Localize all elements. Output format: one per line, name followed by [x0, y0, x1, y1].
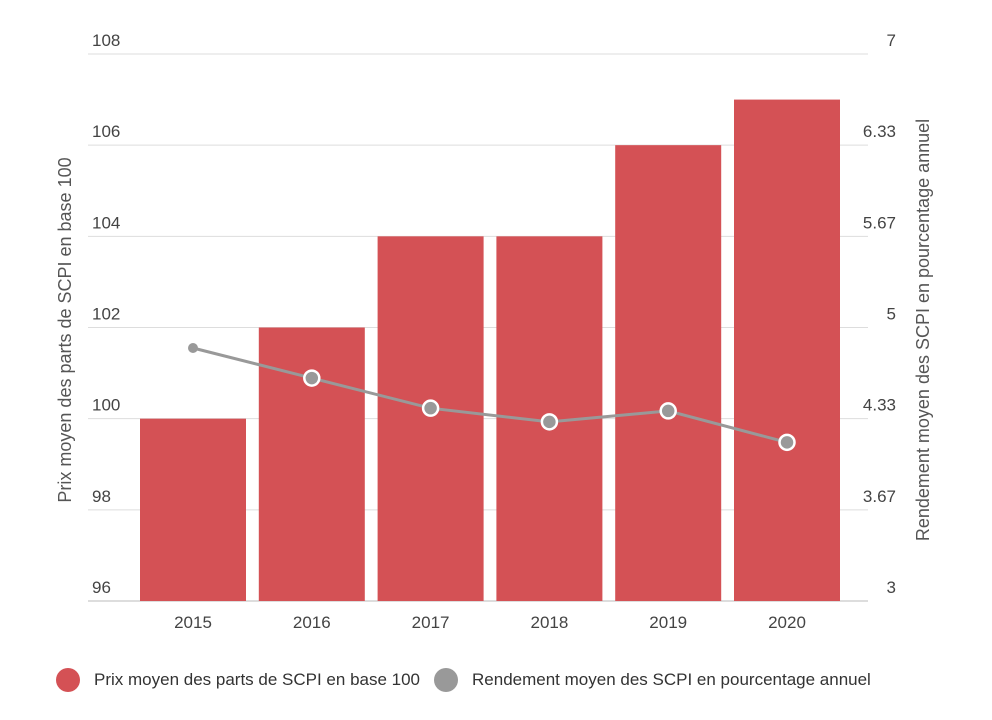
axis-titles: Prix moyen des parts de SCPI en base 100…: [55, 119, 933, 541]
legend-label-price: Prix moyen des parts de SCPI en base 100: [94, 670, 421, 689]
line-point: [540, 413, 559, 431]
y-right-tick-label: 4.33: [863, 396, 896, 415]
legend-item-yield[interactable]: Rendement moyen des SCPI en pourcentage …: [434, 668, 871, 692]
y-left-tick-label: 96: [92, 578, 111, 597]
chart-plot: 96 3 98 3.67 100 4.33 102 5 104 5.67 106 6.33 108 7 20…: [55, 31, 933, 632]
y-left-tick-label: 106: [92, 122, 120, 141]
y-right-tick-label: 3: [887, 578, 896, 597]
y-axis-right-title: Rendement moyen des SCPI en pourcentage …: [913, 119, 933, 541]
line-point: [421, 399, 440, 417]
x-tick-label: 2017: [412, 613, 450, 632]
bar: [377, 236, 484, 602]
y-left-tick-label: 104: [92, 213, 120, 232]
legend-label-yield: Rendement moyen des SCPI en pourcentage …: [472, 670, 871, 689]
y-right-tick-label: 5.67: [863, 213, 896, 232]
bar-series: [140, 99, 840, 602]
legend: Prix moyen des parts de SCPI en base 100…: [56, 668, 885, 692]
x-tick-label: 2019: [649, 613, 687, 632]
legend-swatch-price: [56, 668, 80, 692]
legend-item-price[interactable]: Prix moyen des parts de SCPI en base 100: [56, 668, 420, 692]
x-tick-label: 2016: [293, 613, 331, 632]
bar: [734, 99, 840, 601]
series-line: [192, 346, 788, 444]
line-point: [303, 369, 321, 387]
legend-swatch-yield: [434, 668, 459, 692]
y-right-tick-label: 6.33: [863, 122, 896, 141]
x-tick-label: 2015: [174, 613, 212, 632]
y-left-tick-label: 98: [92, 487, 111, 506]
y-left-tick-label: 108: [92, 31, 120, 50]
line-point: [188, 343, 198, 354]
axis-ticks: 96 3 98 3.67 100 4.33 102 5 104 5.67 106 6.33 108 7 20…: [92, 31, 896, 632]
y-right-tick-label: 3.67: [863, 487, 896, 506]
y-left-tick-label: 100: [92, 396, 120, 415]
y-axis-left-title: Prix moyen des parts de SCPI en base 100: [55, 157, 75, 502]
x-tick-label: 2020: [768, 613, 806, 632]
y-right-tick-label: 7: [887, 31, 896, 50]
line-series: [188, 343, 796, 452]
y-left-tick-label: 102: [92, 305, 120, 324]
line-point: [659, 402, 677, 420]
x-tick-label: 2018: [530, 613, 568, 632]
y-right-tick-label: 5: [887, 305, 896, 324]
line-point: [778, 433, 796, 452]
bar: [615, 145, 722, 601]
bar: [140, 418, 246, 601]
